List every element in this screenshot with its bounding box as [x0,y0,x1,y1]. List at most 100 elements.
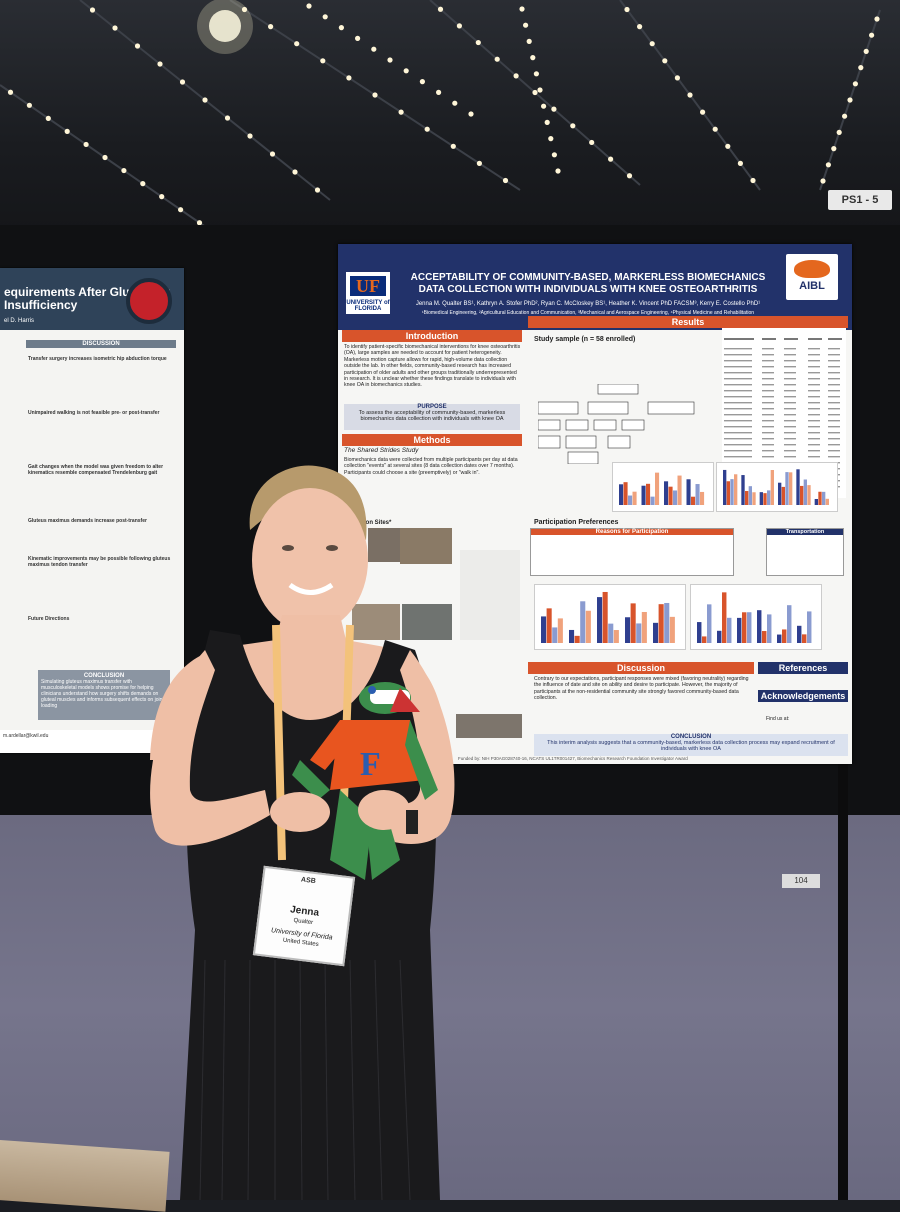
left-poster-header: equirements After Gluteus or Insufficien… [0,268,184,330]
table-cell-line [724,348,752,350]
chart-bar-glyph [619,484,624,505]
chart-bar-glyph [664,481,669,505]
chart-bar-glyph [802,634,807,643]
ceiling-light [725,143,731,149]
ceiling-light [852,81,859,87]
table-cell-line [724,444,752,446]
chart-bar-glyph [727,617,732,643]
table-cell-line [762,426,774,428]
table-cell-line [724,372,752,374]
board-id-label: PS1 - 5 [828,190,892,210]
chart-bar-glyph [797,625,802,643]
ceiling-light [450,143,456,149]
ceiling-light [544,119,550,125]
chart-bar-glyph [734,474,738,505]
chart-bar-glyph [726,481,730,505]
table-cell-line [724,360,752,362]
table-cell-line [762,432,774,434]
ceiling-light [322,14,328,20]
left-discussion-item: Gluteus maximus demands increase post-tr… [28,518,147,524]
table-cell-line [762,348,774,350]
table-cell-line [762,360,774,362]
table-cell-line [762,396,774,398]
ceiling-light [159,194,165,200]
table-cell-line [828,408,840,410]
table-cell-line [828,384,840,386]
transportation-box: Transportation [766,528,844,576]
ceiling-light [292,169,298,175]
table-cell-line [828,372,840,374]
references-heading: References [758,662,848,674]
site-photo [402,604,452,640]
table-cell-line [808,378,820,380]
chart-bar-glyph [552,627,558,643]
ceiling-light [551,106,557,112]
ceiling-light [89,7,96,13]
chart-bar-glyph [669,616,675,643]
chart-bar-glyph [707,604,712,643]
chart-bar-glyph [628,495,633,505]
chart-bar-glyph [546,608,552,643]
table-cell-line [784,402,796,404]
chart-bar-glyph [653,622,659,643]
table-cell-line [762,402,774,404]
purpose-heading: PURPOSE [417,404,447,410]
chart-bar-glyph [789,472,793,505]
chart-bar-glyph [759,492,763,505]
ceiling-light [519,6,525,12]
chart-bar-glyph [717,630,722,643]
methods-subheading: The Shared Strides Study [344,447,419,454]
chart-bar-glyph [807,611,812,643]
participant-flow-diagram [537,383,708,465]
ceiling-light [224,115,231,121]
chart-bar-glyph [585,610,591,643]
ceiling-light [750,177,756,184]
left-poster-discussion-heading: DISCUSSION [26,340,176,348]
table-cell-line [724,396,752,398]
conclusion-text: This interim analysis suggests that a co… [547,740,835,752]
ceiling-light [712,126,718,132]
left-poster-logo [126,278,172,324]
ceiling-light [424,126,430,132]
ceiling-light [532,89,538,96]
introduction-text: To identify patient-specific biomechanic… [344,344,521,389]
chart-bar-glyph [608,623,614,643]
table-cell-line [724,354,752,356]
purpose-text: To assess the acceptability of community… [358,410,506,422]
table-cell-line [724,366,752,368]
ceiling-light [624,6,630,13]
ceiling-light [502,177,509,184]
ceiling-light [858,65,864,71]
flow-boxes [537,383,695,465]
table-cell-line [724,384,752,386]
aibl-logo: AIBL [786,254,838,300]
table-cell-line [808,414,820,416]
chart-bar-glyph [636,623,642,643]
chart-bar-glyph [668,486,673,505]
chart-bar-glyph [697,622,702,643]
table-cell-line [724,414,752,416]
ceiling [0,0,900,245]
booth-pole [838,540,848,1200]
ceiling-light [836,129,842,135]
ceiling-light [831,146,837,152]
table-cell-line [828,354,840,356]
table-cell-line [808,366,820,368]
chart-bar-glyph [747,612,752,643]
chart-bar-glyph [785,472,789,505]
chart-bar-glyph [702,636,707,643]
table-cell-line [724,426,752,428]
badge-event-logo: ASB [300,876,317,886]
gator-icon [794,260,830,278]
ceiling-light [662,58,668,64]
education-chart [612,462,714,512]
preference-chart-b [690,584,822,650]
ceiling-light [121,167,127,174]
table-cell-line [808,396,820,398]
table-cell-line [784,348,796,350]
ceiling-light [179,79,186,85]
left-discussion-item: Kinematic improvements may be possible f… [28,556,171,568]
ceiling-light [64,128,70,134]
chart-bar-glyph [641,611,647,643]
table-cell-line [808,432,820,434]
